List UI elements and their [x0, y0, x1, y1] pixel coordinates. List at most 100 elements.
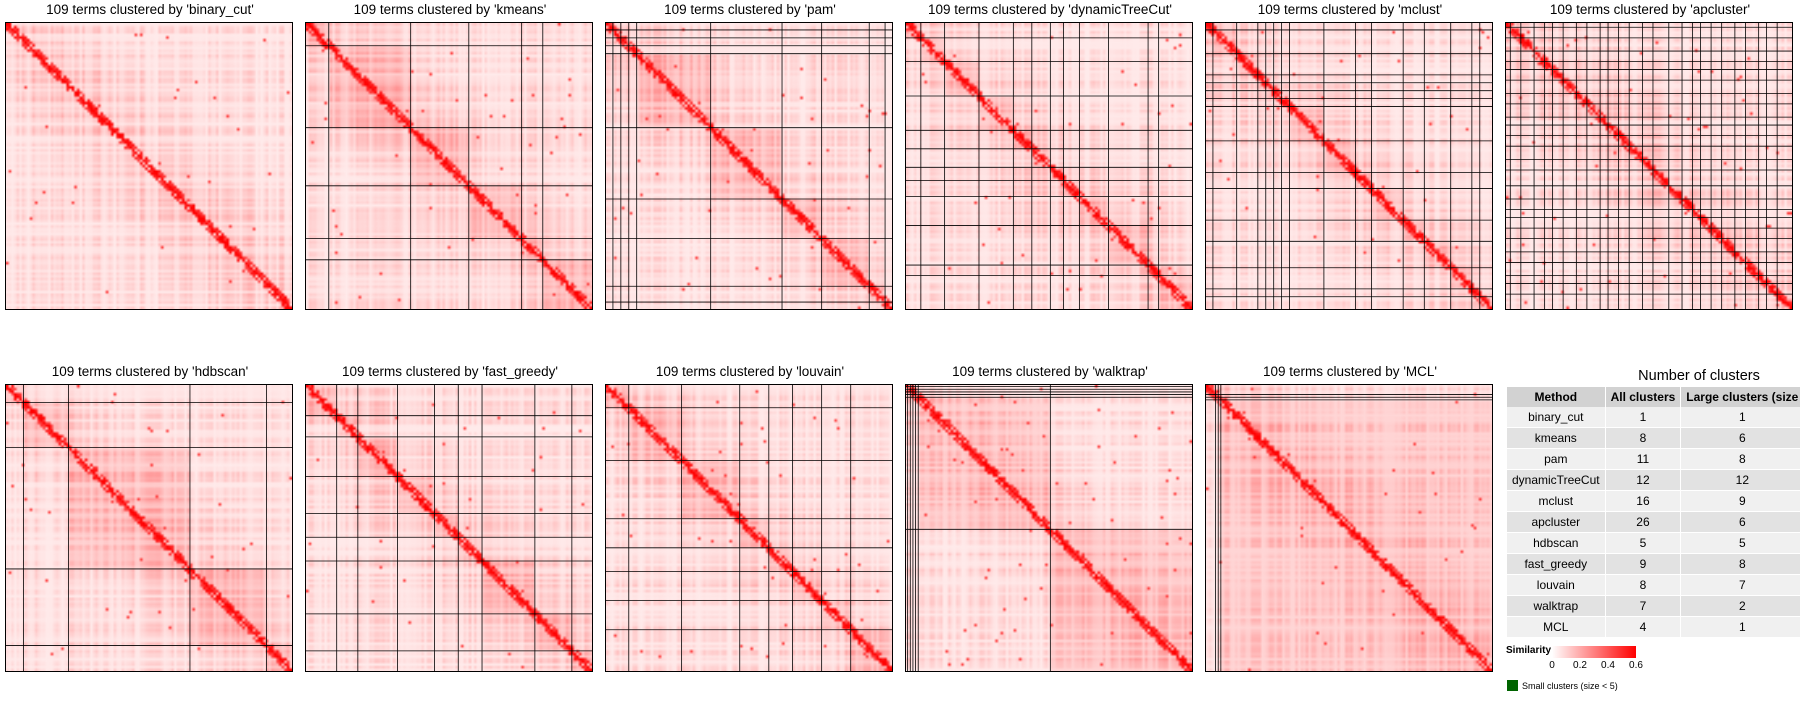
heatmap-panel-mclust: 109 terms clustered by 'mclust' [1205, 2, 1495, 314]
summary-row: dynamicTreeCut 12 12 [1507, 469, 1800, 491]
cluster-boundaries [905, 384, 1193, 672]
summary-row: louvain 8 7 [1507, 574, 1800, 596]
panel-title: 109 terms clustered by 'mclust' [1257, 2, 1443, 17]
cluster-boundaries [5, 384, 293, 672]
summary-title: Number of clusters [1638, 368, 1760, 384]
similarity-heatmap-kmeans [305, 22, 593, 310]
heatmap-panel-hdbscan: 109 terms clustered by 'hdbscan' [5, 364, 295, 676]
legend-title: Similarity [1506, 645, 1552, 656]
method-cell: pam [1507, 448, 1606, 470]
large-clusters-cell: 2 [1680, 595, 1800, 617]
similarity-heatmap-walktrap [905, 384, 1193, 672]
similarity-heatmap-MCL [1205, 384, 1493, 672]
method-cell: dynamicTreeCut [1507, 469, 1606, 491]
method-cell: louvain [1507, 574, 1606, 596]
heatmap-panel-apcluster: 109 terms clustered by 'apcluster' [1505, 2, 1795, 314]
summary-table: Method All clusters Large clusters (size… [1507, 387, 1800, 637]
panel-title: 109 terms clustered by 'binary_cut' [46, 2, 254, 17]
small-clusters-swatch [1507, 680, 1518, 691]
cluster-boundaries [5, 22, 293, 310]
similarity-heatmap-apcluster [1505, 22, 1793, 310]
large-clusters-cell: 5 [1680, 532, 1800, 554]
heatmap-panel-walktrap: 109 terms clustered by 'walktrap' [905, 364, 1195, 676]
cluster-summary: Number of clusters Method All clusters L… [1504, 364, 1800, 714]
cluster-boundaries [905, 22, 1193, 310]
similarity-heatmap-pam [605, 22, 893, 310]
panel-title: 109 terms clustered by 'fast_greedy' [341, 364, 558, 379]
similarity-heatmap-louvain [605, 384, 893, 672]
large-clusters-cell: 7 [1680, 574, 1800, 596]
large-clusters-cell: 8 [1680, 448, 1800, 470]
method-cell: MCL [1507, 616, 1606, 637]
panel-title: 109 terms clustered by 'kmeans' [353, 2, 547, 17]
col-all-clusters-header: All clusters [1604, 387, 1681, 407]
legend-tick: 0.4 [1601, 660, 1615, 671]
panel-title: 109 terms clustered by 'dynamicTreeCut' [927, 2, 1172, 17]
large-clusters-cell: 9 [1680, 490, 1800, 512]
method-cell: walktrap [1507, 595, 1606, 617]
similarity-heatmap-dynamicTreeCut [905, 22, 1193, 310]
all-clusters-cell: 7 [1604, 595, 1681, 617]
panel-title: 109 terms clustered by 'walktrap' [952, 364, 1148, 379]
large-clusters-cell: 8 [1680, 553, 1800, 575]
all-clusters-cell: 9 [1604, 553, 1681, 575]
cluster-boundaries [1505, 22, 1793, 310]
summary-row: fast_greedy 9 8 [1507, 553, 1800, 575]
large-clusters-cell: 6 [1680, 511, 1800, 533]
large-clusters-cell: 12 [1680, 469, 1800, 491]
all-clusters-cell: 8 [1604, 574, 1681, 596]
col-method-header: Method [1507, 387, 1606, 407]
method-cell: kmeans [1507, 427, 1606, 449]
method-cell: apcluster [1507, 511, 1606, 533]
summary-row: hdbscan 5 5 [1507, 532, 1800, 554]
summary-row: mclust 16 9 [1507, 490, 1800, 512]
similarity-heatmap-hdbscan [5, 384, 293, 672]
panel-title: 109 terms clustered by 'apcluster' [1549, 2, 1751, 17]
method-cell: binary_cut [1507, 407, 1606, 428]
similarity-heatmap-binary_cut [5, 22, 293, 310]
all-clusters-cell: 5 [1604, 532, 1681, 554]
cluster-boundaries [305, 22, 593, 310]
cluster-boundaries [1205, 384, 1493, 672]
large-clusters-cell: 1 [1680, 407, 1800, 428]
summary-row: MCL 4 1 [1507, 616, 1800, 637]
summary-row: kmeans 8 6 [1507, 427, 1800, 449]
panel-title: 109 terms clustered by 'louvain' [655, 364, 845, 379]
summary-row: walktrap 7 2 [1507, 595, 1800, 617]
summary-row: apcluster 26 6 [1507, 511, 1800, 533]
large-clusters-cell: 1 [1680, 616, 1800, 637]
all-clusters-cell: 4 [1604, 616, 1681, 637]
cluster-boundaries [1205, 22, 1493, 310]
cluster-boundaries [305, 384, 593, 672]
panel-title: 109 terms clustered by 'pam' [664, 2, 836, 17]
summary-row: pam 11 8 [1507, 448, 1800, 470]
all-clusters-cell: 26 [1604, 511, 1681, 533]
heatmap-panel-binary_cut: 109 terms clustered by 'binary_cut' [5, 2, 295, 314]
similarity-legend: Similarity 0 0.2 0.4 0.6 Small clusters … [1506, 645, 1796, 715]
all-clusters-cell: 12 [1604, 469, 1681, 491]
legend-tick: 0.2 [1573, 660, 1587, 671]
all-clusters-cell: 8 [1604, 427, 1681, 449]
small-clusters-label: Small clusters (size < 5) [1522, 681, 1618, 691]
legend-tick: 0.6 [1629, 660, 1643, 671]
all-clusters-cell: 1 [1604, 407, 1681, 428]
all-clusters-cell: 16 [1604, 490, 1681, 512]
summary-row: binary_cut 1 1 [1507, 407, 1800, 428]
col-large-clusters-header: Large clusters (size [1680, 387, 1800, 407]
similarity-heatmap-fast_greedy [305, 384, 593, 672]
heatmap-panel-fast_greedy: 109 terms clustered by 'fast_greedy' [305, 364, 595, 676]
heatmap-panel-kmeans: 109 terms clustered by 'kmeans' [305, 2, 595, 314]
similarity-color-bar [1552, 646, 1636, 658]
method-cell: hdbscan [1507, 532, 1606, 554]
heatmap-panel-louvain: 109 terms clustered by 'louvain' [605, 364, 895, 676]
heatmap-panel-MCL: 109 terms clustered by 'MCL' [1205, 364, 1495, 676]
similarity-heatmap-mclust [1205, 22, 1493, 310]
summary-header-row: Method All clusters Large clusters (size [1507, 387, 1800, 407]
cluster-boundaries [605, 22, 893, 310]
method-cell: mclust [1507, 490, 1606, 512]
panel-title: 109 terms clustered by 'MCL' [1263, 364, 1437, 379]
cluster-boundaries [605, 384, 893, 672]
all-clusters-cell: 11 [1604, 448, 1681, 470]
heatmap-panel-dynamicTreeCut: 109 terms clustered by 'dynamicTreeCut' [905, 2, 1195, 314]
method-cell: fast_greedy [1507, 553, 1606, 575]
